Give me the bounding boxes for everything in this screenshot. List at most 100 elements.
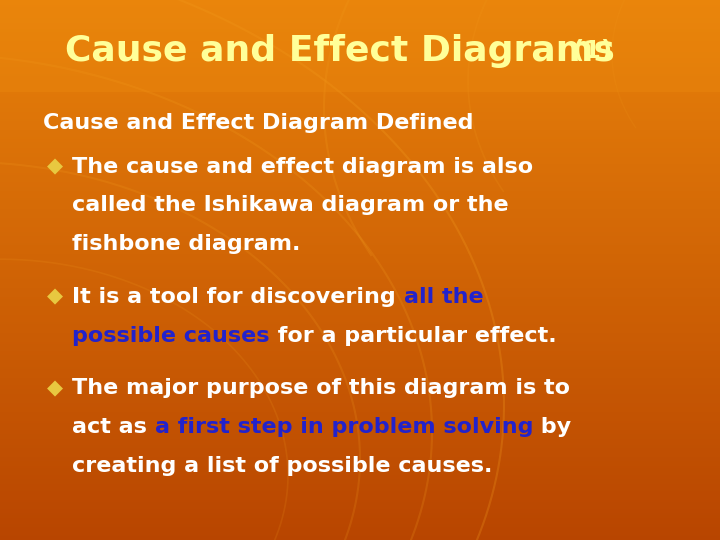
Bar bbox=[0, 452, 720, 454]
Bar bbox=[0, 174, 720, 177]
Bar bbox=[0, 497, 720, 498]
Bar bbox=[0, 238, 720, 239]
Bar bbox=[0, 234, 720, 236]
Bar bbox=[0, 371, 720, 373]
Bar bbox=[0, 85, 720, 86]
Bar bbox=[0, 227, 720, 228]
Text: It is a tool for discovering: It is a tool for discovering bbox=[72, 287, 403, 307]
Bar bbox=[0, 301, 720, 302]
Bar bbox=[0, 454, 720, 455]
Bar bbox=[0, 171, 720, 173]
Bar bbox=[0, 97, 720, 99]
Bar bbox=[0, 513, 720, 515]
Bar bbox=[0, 468, 720, 470]
Bar bbox=[0, 123, 720, 124]
Bar bbox=[0, 459, 720, 461]
Bar bbox=[0, 2, 720, 4]
Text: creating a list of possible causes.: creating a list of possible causes. bbox=[72, 456, 492, 476]
Bar bbox=[0, 401, 720, 403]
Bar bbox=[0, 490, 720, 491]
Bar bbox=[0, 207, 720, 209]
Bar bbox=[0, 410, 720, 412]
Bar bbox=[0, 295, 720, 297]
Bar bbox=[0, 47, 720, 49]
Bar bbox=[0, 331, 720, 333]
Bar bbox=[0, 38, 720, 39]
Bar bbox=[0, 4, 720, 5]
Bar bbox=[0, 312, 720, 313]
Bar bbox=[0, 22, 720, 23]
Bar bbox=[0, 520, 720, 522]
Bar bbox=[0, 457, 720, 459]
Bar bbox=[0, 77, 720, 79]
Bar bbox=[0, 236, 720, 238]
Bar bbox=[0, 45, 720, 47]
Bar bbox=[0, 274, 720, 275]
Bar bbox=[0, 49, 720, 50]
Bar bbox=[0, 130, 720, 131]
Bar bbox=[0, 450, 720, 452]
Bar bbox=[0, 356, 720, 358]
Bar bbox=[0, 501, 720, 502]
Bar bbox=[0, 99, 720, 101]
Bar bbox=[0, 432, 720, 434]
Bar bbox=[0, 131, 720, 133]
Bar bbox=[0, 157, 720, 158]
Bar bbox=[0, 108, 720, 110]
Bar bbox=[0, 285, 720, 286]
Bar bbox=[0, 250, 720, 252]
Bar bbox=[0, 444, 720, 447]
Bar bbox=[0, 23, 720, 25]
Text: Cause and Effect Diagrams: Cause and Effect Diagrams bbox=[65, 35, 615, 68]
Bar bbox=[0, 266, 720, 268]
Bar bbox=[0, 115, 720, 117]
Bar bbox=[0, 66, 720, 69]
Bar bbox=[0, 443, 720, 444]
Bar bbox=[0, 50, 720, 52]
Bar bbox=[0, 12, 720, 15]
Bar bbox=[0, 212, 720, 214]
Bar bbox=[0, 9, 720, 11]
Bar bbox=[0, 427, 720, 428]
Bar bbox=[0, 147, 720, 150]
Bar bbox=[0, 58, 720, 59]
Text: Cause and Effect Diagram Defined: Cause and Effect Diagram Defined bbox=[43, 113, 474, 133]
Bar bbox=[0, 31, 720, 32]
Bar bbox=[0, 367, 720, 369]
Text: ◆: ◆ bbox=[47, 378, 63, 398]
Bar bbox=[0, 317, 720, 319]
Bar bbox=[0, 322, 720, 324]
Bar bbox=[0, 112, 720, 113]
Bar bbox=[0, 302, 720, 304]
Bar bbox=[0, 255, 720, 258]
Bar bbox=[0, 204, 720, 205]
Bar bbox=[0, 313, 720, 315]
Bar bbox=[0, 393, 720, 394]
Bar bbox=[0, 339, 720, 340]
Bar bbox=[0, 59, 720, 61]
Bar bbox=[0, 421, 720, 423]
Bar bbox=[0, 414, 720, 416]
Bar bbox=[0, 353, 720, 355]
Bar bbox=[0, 525, 720, 528]
Text: all the: all the bbox=[403, 287, 483, 307]
Bar bbox=[0, 74, 720, 76]
Bar bbox=[0, 398, 720, 400]
Bar bbox=[0, 538, 720, 540]
Bar bbox=[0, 201, 720, 204]
Bar bbox=[0, 466, 720, 468]
Bar bbox=[0, 189, 720, 191]
Bar bbox=[0, 151, 720, 153]
Bar bbox=[0, 259, 720, 261]
Bar bbox=[0, 76, 720, 77]
Bar bbox=[0, 162, 720, 164]
Bar bbox=[0, 52, 720, 54]
Bar bbox=[0, 407, 720, 409]
Bar bbox=[0, 363, 720, 366]
Text: by: by bbox=[533, 417, 571, 437]
Bar bbox=[0, 221, 720, 223]
Bar bbox=[0, 536, 720, 538]
Bar bbox=[0, 400, 720, 401]
Bar bbox=[0, 385, 720, 387]
Bar bbox=[0, 498, 720, 501]
